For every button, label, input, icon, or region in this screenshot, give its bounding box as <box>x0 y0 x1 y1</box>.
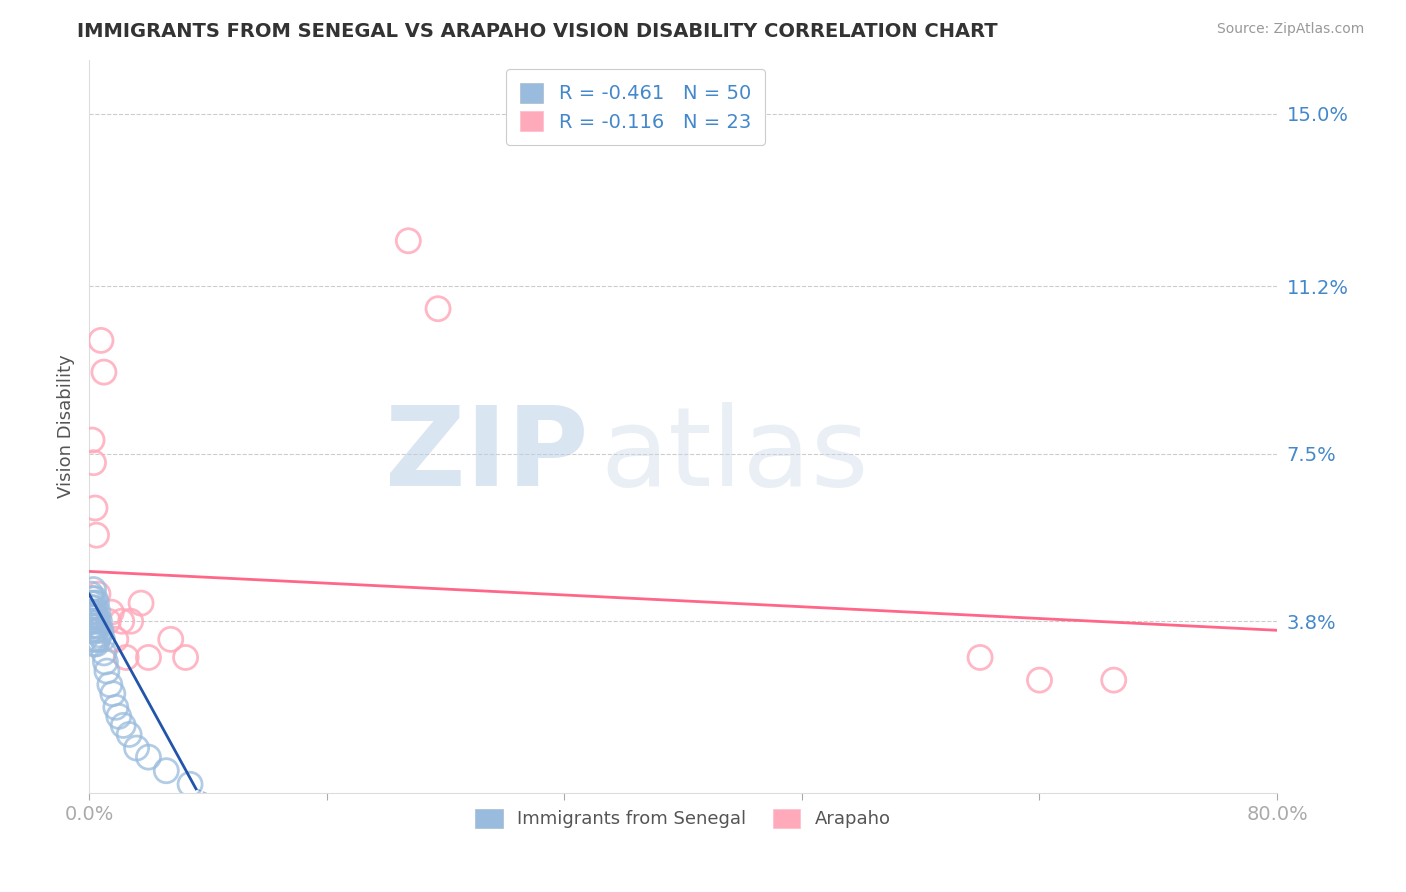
Point <box>79 614 101 628</box>
Text: IMMIGRANTS FROM SENEGAL VS ARAPAHO VISION DISABILITY CORRELATION CHART: IMMIGRANTS FROM SENEGAL VS ARAPAHO VISIO… <box>77 22 998 41</box>
Point <box>93 646 115 660</box>
Text: Source: ZipAtlas.com: Source: ZipAtlas.com <box>1216 22 1364 37</box>
Point <box>80 614 103 628</box>
Point <box>79 596 101 610</box>
Point <box>1102 673 1125 687</box>
Point <box>115 650 138 665</box>
Point <box>84 501 107 516</box>
Point <box>83 596 105 610</box>
Point <box>80 591 103 606</box>
Point <box>138 750 160 764</box>
Point <box>101 687 124 701</box>
Text: ZIP: ZIP <box>385 402 588 509</box>
Point <box>96 664 118 678</box>
Point <box>179 777 201 791</box>
Point <box>87 587 110 601</box>
Point <box>86 637 108 651</box>
Point <box>86 624 108 638</box>
Point <box>94 655 117 669</box>
Point <box>118 727 141 741</box>
Point <box>80 587 103 601</box>
Point <box>84 619 107 633</box>
Point <box>97 614 120 628</box>
Point <box>129 596 152 610</box>
Point <box>80 605 103 619</box>
Point <box>83 624 105 638</box>
Point <box>84 632 107 647</box>
Legend: Immigrants from Senegal, Arapaho: Immigrants from Senegal, Arapaho <box>468 802 898 836</box>
Point <box>82 614 104 628</box>
Point <box>83 582 105 597</box>
Point <box>125 741 148 756</box>
Point <box>112 718 135 732</box>
Point <box>83 637 105 651</box>
Point <box>104 632 127 647</box>
Point <box>87 619 110 633</box>
Point <box>90 334 112 348</box>
Point <box>80 619 103 633</box>
Point <box>83 609 105 624</box>
Point <box>83 605 105 619</box>
Point <box>138 650 160 665</box>
Point <box>104 700 127 714</box>
Point <box>79 605 101 619</box>
Point <box>427 301 450 316</box>
Point <box>83 456 105 470</box>
Point <box>107 709 129 723</box>
Point <box>80 433 103 447</box>
Text: atlas: atlas <box>600 402 869 509</box>
Point <box>90 624 112 638</box>
Point <box>93 365 115 379</box>
Point <box>79 609 101 624</box>
Point <box>98 678 121 692</box>
Point <box>1028 673 1050 687</box>
Point <box>89 614 111 628</box>
Point <box>155 764 177 778</box>
Point <box>91 632 114 647</box>
Point <box>111 614 134 628</box>
Point <box>969 650 991 665</box>
Point <box>100 605 122 619</box>
Point <box>84 591 107 606</box>
Y-axis label: Vision Disability: Vision Disability <box>58 355 75 499</box>
Point <box>79 624 101 638</box>
Point <box>84 614 107 628</box>
Point <box>80 624 103 638</box>
Point <box>396 234 419 248</box>
Point <box>86 609 108 624</box>
Point <box>120 614 142 628</box>
Point <box>82 600 104 615</box>
Point <box>84 605 107 619</box>
Point <box>86 528 108 542</box>
Point <box>174 650 197 665</box>
Point <box>87 632 110 647</box>
Point <box>89 628 111 642</box>
Point <box>87 605 110 619</box>
Point <box>80 600 103 615</box>
Point <box>159 632 181 647</box>
Point <box>86 596 108 610</box>
Point <box>80 632 103 647</box>
